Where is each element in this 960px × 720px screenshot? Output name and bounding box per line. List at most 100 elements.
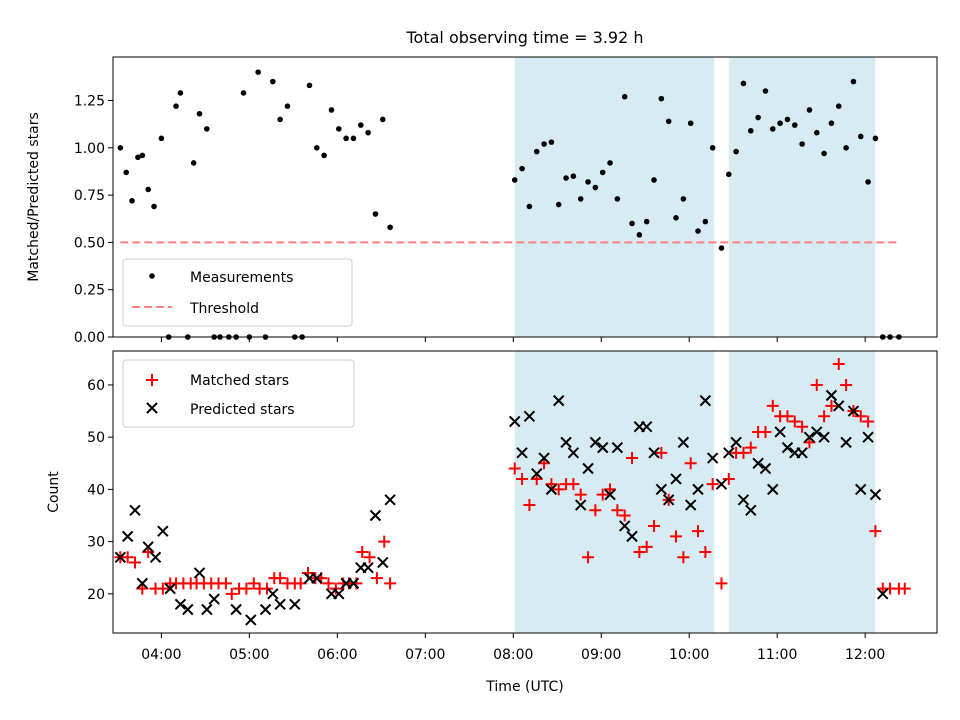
measurement-point bbox=[850, 78, 857, 85]
matched-stars-point bbox=[240, 582, 253, 595]
y-tick-label: 0.00 bbox=[74, 330, 105, 346]
matched-stars-point bbox=[722, 472, 735, 485]
predicted-stars-point bbox=[208, 593, 220, 605]
predicted-stars-point bbox=[648, 447, 660, 459]
x-axis-label: Time (UTC) bbox=[485, 679, 563, 695]
y-tick-label: 0.50 bbox=[74, 235, 105, 251]
measurement-point bbox=[255, 69, 261, 75]
predicted-stars-point bbox=[869, 488, 882, 501]
matched-stars-point bbox=[796, 420, 809, 433]
measurement-point bbox=[673, 215, 679, 221]
predicted-stars-point bbox=[545, 483, 558, 496]
predicted-stars-point bbox=[684, 499, 697, 511]
matched-stars-point bbox=[737, 446, 750, 459]
measurement-point bbox=[740, 80, 747, 87]
matched-stars-point bbox=[156, 582, 169, 595]
matched-stars-point bbox=[626, 452, 639, 465]
predicted-stars-point bbox=[833, 400, 845, 412]
predicted-stars-point bbox=[174, 598, 187, 610]
matched-stars-point bbox=[677, 551, 690, 564]
measurement-point bbox=[585, 179, 591, 185]
predicted-stars-point bbox=[847, 405, 860, 417]
predicted-stars-point bbox=[129, 504, 141, 516]
matched-stars-point bbox=[384, 577, 397, 590]
predicted-stars-point bbox=[730, 436, 742, 449]
matched-stars-point bbox=[552, 483, 565, 496]
predicted-stars-point bbox=[531, 468, 543, 480]
predicted-stars-point bbox=[774, 426, 786, 438]
matched-stars-point bbox=[684, 457, 697, 470]
predicted-stars-point bbox=[267, 588, 279, 600]
measurement-point bbox=[277, 116, 283, 123]
measurement-point bbox=[621, 93, 628, 100]
x-tick-label: 11:00 bbox=[757, 647, 797, 663]
matched-stars-point bbox=[294, 577, 307, 590]
measurement-point bbox=[872, 135, 879, 142]
predicted-stars-point bbox=[377, 556, 389, 569]
predicted-stars-point bbox=[582, 462, 594, 475]
observing-window-shade bbox=[514, 57, 715, 337]
measurement-point bbox=[726, 171, 732, 178]
measurement-point bbox=[806, 107, 813, 113]
predicted-stars-point bbox=[818, 431, 830, 443]
measurement-point bbox=[306, 82, 313, 89]
predicted-stars-point bbox=[767, 483, 779, 496]
predicted-stars-point bbox=[289, 598, 301, 610]
measurement-point bbox=[709, 145, 716, 151]
legend-threshold-label: Threshold bbox=[189, 301, 259, 317]
measurement-point bbox=[270, 78, 276, 85]
top-panel: 0.00 0.25 0.50 0.75 1.00 1.25 Matched/Predict… bbox=[26, 56, 938, 346]
measurement-point bbox=[541, 141, 547, 147]
predicted-stars-point bbox=[611, 441, 624, 454]
measurement-point bbox=[117, 145, 124, 151]
measurement-point bbox=[328, 107, 335, 113]
predicted-stars-point bbox=[604, 488, 616, 501]
legend-predicted-marker bbox=[146, 402, 158, 414]
measurement-point bbox=[284, 103, 291, 109]
matched-stars-point bbox=[840, 378, 853, 391]
predicted-stars-point bbox=[759, 462, 772, 475]
matched-stars-point bbox=[378, 535, 391, 548]
predicted-stars-point bbox=[618, 520, 631, 532]
predicted-stars-point bbox=[193, 567, 206, 579]
predicted-stars-point bbox=[560, 436, 572, 449]
chart-title: Total observing time = 3.92 h bbox=[405, 28, 643, 47]
matched-stars-point bbox=[247, 577, 260, 590]
predicted-stars-point bbox=[626, 530, 638, 543]
matched-stars-point bbox=[818, 410, 831, 423]
matched-stars-point bbox=[759, 425, 772, 438]
measurement-point bbox=[680, 196, 687, 202]
matched-stars-point bbox=[370, 572, 383, 585]
measurement-point bbox=[828, 120, 835, 127]
measurement-point bbox=[177, 90, 184, 96]
matched-stars-point bbox=[363, 551, 376, 564]
matched-stars-point bbox=[869, 525, 882, 538]
predicted-stars-point bbox=[362, 562, 374, 574]
measurement-point bbox=[123, 169, 129, 176]
measurement-point bbox=[151, 203, 157, 210]
measurement-point bbox=[762, 88, 769, 94]
matched-stars-point bbox=[516, 472, 529, 485]
measurement-point bbox=[813, 129, 820, 136]
measurement-point bbox=[387, 224, 393, 231]
predicted-stars-point bbox=[567, 447, 580, 459]
predicted-stars-point bbox=[538, 452, 550, 464]
measurement-point bbox=[372, 211, 379, 217]
measurement-point bbox=[755, 114, 761, 121]
observing-window-shade bbox=[514, 351, 715, 633]
measurement-point bbox=[607, 160, 613, 166]
matched-stars-point bbox=[322, 577, 335, 590]
matched-stars-point bbox=[692, 525, 705, 538]
measurement-point bbox=[335, 126, 342, 132]
matched-stars-point bbox=[508, 462, 521, 475]
matched-stars-point bbox=[523, 499, 536, 512]
predicted-stars-point bbox=[723, 447, 735, 459]
legend-matched-label: Matched stars bbox=[190, 373, 289, 389]
matched-stars-point bbox=[582, 551, 595, 564]
predicted-stars-point bbox=[706, 452, 719, 464]
predicted-stars-point bbox=[259, 603, 272, 616]
measurement-point bbox=[343, 135, 349, 142]
matched-stars-point bbox=[567, 478, 580, 491]
matched-stars-point bbox=[260, 582, 273, 595]
predicted-stars-point bbox=[157, 525, 169, 537]
